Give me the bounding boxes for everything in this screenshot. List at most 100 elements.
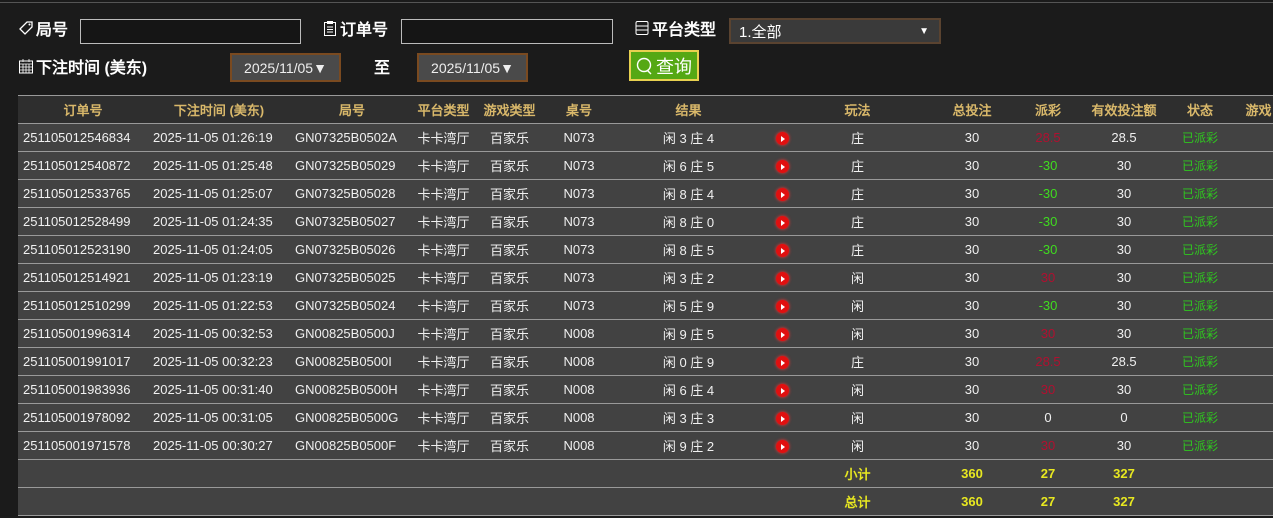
order-input[interactable]: [401, 19, 613, 44]
play-video-icon[interactable]: [776, 160, 789, 174]
cell-valid-bet: 30: [1067, 207, 1181, 236]
cell-game-type: 百家乐: [473, 263, 546, 292]
cell-bet-time: 2025-11-05 00:31:05: [148, 403, 290, 432]
round-input[interactable]: [80, 19, 301, 44]
cell-result: 闲 3 庄 3: [612, 403, 765, 432]
cell-platform: 卡卡湾厅: [414, 431, 473, 460]
tag-icon: [19, 21, 33, 35]
table-row[interactable]: 251105012528499 2025-11-05 01:24:35 GN0732…: [18, 207, 1273, 236]
cell-payout: 28.5: [1029, 347, 1067, 376]
play-video-icon[interactable]: [776, 188, 789, 202]
cell-payout: -30: [1029, 235, 1067, 264]
cell-platform: 卡卡湾厅: [414, 207, 473, 236]
table-row[interactable]: 251105012533765 2025-11-05 01:25:07 GN0732…: [18, 179, 1273, 208]
bet-records-table: 订单号 下注时间 (美东) 局号 平台类型 游戏类型 桌号 结果 玩法 总投注 派彩 有效投注额 状态…: [18, 95, 1273, 516]
cell-game-type: 百家乐: [473, 291, 546, 320]
cell-platform: 卡卡湾厅: [414, 123, 473, 152]
round-label: 局号: [18, 16, 68, 40]
query-button[interactable]: 查询: [629, 50, 699, 81]
cell-round-no: GN07325B0502A: [290, 123, 414, 152]
cell-result: 闲 8 庄 5: [612, 235, 765, 264]
subtotal-valid-bet: 327: [1067, 459, 1181, 488]
play-video-icon[interactable]: [776, 300, 789, 314]
cell-valid-bet: 30: [1067, 291, 1181, 320]
play-video-icon[interactable]: [776, 440, 789, 454]
table-row[interactable]: 251105001983936 2025-11-05 00:31:40 GN0082…: [18, 375, 1273, 404]
cell-platform: 卡卡湾厅: [414, 151, 473, 180]
cell-total-bet: 30: [915, 347, 1029, 376]
cell-table-no: N073: [546, 179, 612, 208]
table-row[interactable]: 251105001978092 2025-11-05 00:31:05 GN0082…: [18, 403, 1273, 432]
cell-result: 闲 8 庄 4: [612, 179, 765, 208]
cell-game: [1219, 431, 1273, 460]
date-from-picker[interactable]: 2025/11/05▼: [230, 53, 341, 82]
table-row[interactable]: 251105012540872 2025-11-05 01:25:48 GN0732…: [18, 151, 1273, 180]
table-row[interactable]: 251105001996314 2025-11-05 00:32:53 GN0082…: [18, 319, 1273, 348]
cell-round-no: GN00825B0500F: [290, 431, 414, 460]
cell-result: 闲 6 庄 4: [612, 375, 765, 404]
subtotal-row: 小计 360 27 327: [18, 459, 1273, 488]
play-video-icon[interactable]: [776, 244, 789, 258]
cell-status: 已派彩: [1181, 235, 1219, 264]
table-row[interactable]: 251105012510299 2025-11-05 01:22:53 GN0732…: [18, 291, 1273, 320]
cell-total-bet: 30: [915, 151, 1029, 180]
play-video-icon[interactable]: [776, 132, 789, 146]
replay-cell: [765, 431, 800, 460]
cell-total-bet: 30: [915, 375, 1029, 404]
cell-valid-bet: 28.5: [1067, 123, 1181, 152]
cell-status: 已派彩: [1181, 431, 1219, 460]
cell-order-no: 251105012510299: [18, 291, 148, 320]
table-row[interactable]: 251105001991017 2025-11-05 00:32:23 GN0082…: [18, 347, 1273, 376]
cell-bet-type: 庄: [800, 151, 915, 180]
play-video-icon[interactable]: [776, 328, 789, 342]
table-row[interactable]: 251105012523190 2025-11-05 01:24:05 GN0732…: [18, 235, 1273, 264]
play-video-icon[interactable]: [776, 356, 789, 370]
cell-order-no: 251105001996314: [18, 319, 148, 348]
cell-order-no: 251105001983936: [18, 375, 148, 404]
to-label-text: 至: [374, 60, 391, 77]
replay-cell: [765, 263, 800, 292]
cell-bet-time: 2025-11-05 00:30:27: [148, 431, 290, 460]
table-row[interactable]: 251105012546834 2025-11-05 01:26:19 GN0732…: [18, 123, 1273, 152]
table-row[interactable]: 251105012514921 2025-11-05 01:23:19 GN0732…: [18, 263, 1273, 292]
table-row[interactable]: 251105001971578 2025-11-05 00:30:27 GN0082…: [18, 431, 1273, 460]
cell-order-no: 251105012514921: [18, 263, 148, 292]
cell-bet-type: 庄: [800, 235, 915, 264]
cell-bet-time: 2025-11-05 01:24:35: [148, 207, 290, 236]
cell-total-bet: 30: [915, 431, 1029, 460]
total-spacer: [18, 487, 800, 516]
play-video-icon[interactable]: [776, 384, 789, 398]
cell-result: 闲 3 庄 4: [612, 123, 765, 152]
replay-cell: [765, 375, 800, 404]
subtotal-label: 小计: [800, 459, 915, 488]
cell-table-no: N073: [546, 207, 612, 236]
cell-valid-bet: 30: [1067, 235, 1181, 264]
cell-total-bet: 30: [915, 403, 1029, 432]
cell-payout: 30: [1029, 375, 1067, 404]
replay-cell: [765, 179, 800, 208]
cell-game-type: 百家乐: [473, 431, 546, 460]
order-label-text: 订单号: [340, 22, 389, 39]
cell-order-no: 251105001991017: [18, 347, 148, 376]
clipboard-icon: [324, 21, 336, 36]
cell-payout: 0: [1029, 403, 1067, 432]
header-game: 游戏: [1219, 95, 1273, 124]
cell-total-bet: 30: [915, 263, 1029, 292]
cell-table-no: N073: [546, 291, 612, 320]
header-game-type: 游戏类型: [473, 95, 546, 124]
cell-bet-time: 2025-11-05 01:25:48: [148, 151, 290, 180]
cell-table-no: N073: [546, 151, 612, 180]
cell-total-bet: 30: [915, 207, 1029, 236]
play-video-icon[interactable]: [776, 272, 789, 286]
replay-cell: [765, 235, 800, 264]
cell-payout: 30: [1029, 263, 1067, 292]
to-label: 至: [374, 54, 390, 78]
play-video-icon[interactable]: [776, 412, 789, 426]
play-video-icon[interactable]: [776, 216, 789, 230]
cell-platform: 卡卡湾厅: [414, 235, 473, 264]
date-to-picker[interactable]: 2025/11/05▼: [417, 53, 528, 82]
cell-game-type: 百家乐: [473, 179, 546, 208]
time-label: 下注时间 (美东): [18, 54, 147, 78]
total-row: 总计 360 27 327: [18, 487, 1273, 516]
platform-select[interactable]: 1.全部 ▼: [729, 18, 941, 44]
